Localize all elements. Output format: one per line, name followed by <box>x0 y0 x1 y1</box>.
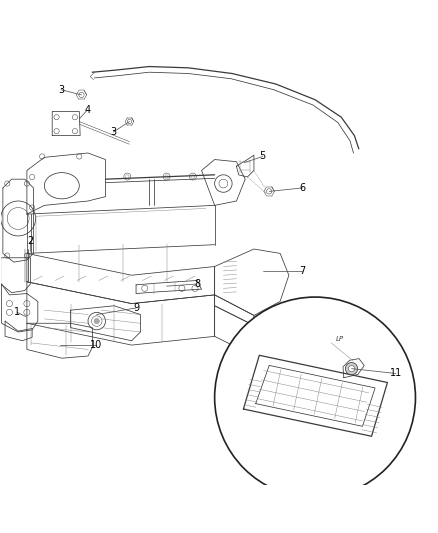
Text: 3: 3 <box>58 85 64 95</box>
Text: 9: 9 <box>133 303 139 313</box>
Text: 6: 6 <box>300 183 306 193</box>
Text: 3: 3 <box>110 127 117 137</box>
Text: LP: LP <box>336 336 344 342</box>
Text: 7: 7 <box>299 266 305 276</box>
Circle shape <box>215 297 416 498</box>
Text: 4: 4 <box>84 105 90 115</box>
Circle shape <box>94 318 99 324</box>
Text: 1: 1 <box>14 308 20 317</box>
Text: 10: 10 <box>90 340 102 350</box>
Text: 11: 11 <box>390 368 402 378</box>
Circle shape <box>349 366 355 372</box>
Circle shape <box>346 362 358 375</box>
Text: 5: 5 <box>260 151 266 161</box>
Text: 2: 2 <box>27 236 34 246</box>
Text: 8: 8 <box>194 279 200 289</box>
